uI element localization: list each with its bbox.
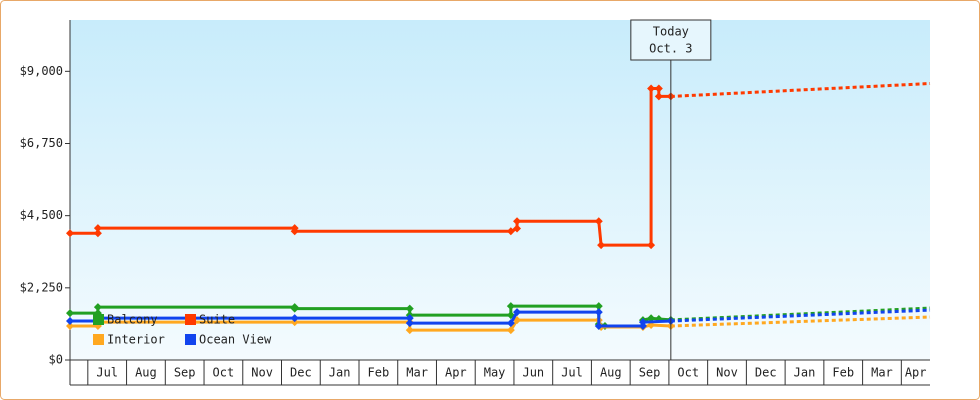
x-tick-label: Dec — [755, 366, 777, 380]
x-tick-label: Jun — [522, 366, 544, 380]
point-marker — [647, 84, 656, 93]
point-marker — [654, 92, 663, 101]
point-marker — [594, 302, 603, 311]
x-tick-label: Jul — [96, 366, 118, 380]
x-tick-label: Sep — [174, 366, 196, 380]
today-label: Oct. 3 — [649, 42, 692, 56]
point-marker — [594, 217, 603, 226]
point-marker — [506, 319, 515, 328]
point-marker — [405, 304, 414, 313]
point-marker — [506, 326, 515, 335]
point-marker — [513, 308, 522, 317]
forecast-line — [670, 315, 931, 328]
point-marker — [405, 326, 414, 335]
legend-swatch — [93, 334, 104, 345]
x-tick-label: Jan — [794, 366, 816, 380]
legend-swatch — [185, 314, 196, 325]
y-tick-label: $6,750 — [20, 136, 63, 150]
legend-label: Interior — [107, 333, 165, 347]
y-tick-label: $9,000 — [20, 64, 63, 78]
today-label: Today — [653, 25, 689, 39]
x-tick-label: Mar — [406, 366, 428, 380]
point-marker — [506, 227, 515, 236]
legend-swatch — [93, 314, 104, 325]
point-marker — [513, 217, 522, 226]
point-marker — [506, 302, 515, 311]
x-tick-label: Jan — [329, 366, 351, 380]
point-marker — [66, 322, 74, 330]
x-tick-label: Aug — [135, 366, 157, 380]
x-tick-label: Apr — [905, 366, 927, 380]
point-marker — [654, 84, 663, 93]
x-tick-label: Oct — [213, 366, 235, 380]
x-tick-label: Aug — [600, 366, 622, 380]
x-tick-label: Nov — [716, 366, 738, 380]
point-marker — [290, 227, 299, 236]
point-marker — [93, 229, 102, 238]
x-tick-label: Feb — [832, 366, 854, 380]
point-marker — [597, 241, 606, 250]
point-marker — [405, 314, 414, 323]
x-tick-label: Sep — [639, 366, 661, 380]
point-marker — [638, 318, 647, 327]
point-marker — [66, 229, 74, 238]
point-marker — [290, 318, 299, 327]
y-tick-label: $0 — [49, 353, 63, 367]
plot-area — [70, 20, 930, 360]
point-marker — [290, 314, 299, 323]
point-marker — [647, 241, 656, 250]
forecast-line — [670, 82, 931, 98]
y-tick-label: $2,250 — [20, 280, 63, 294]
x-tick-label: Apr — [445, 366, 467, 380]
x-tick-label: Jul — [561, 366, 583, 380]
x-tick-label: Dec — [290, 366, 312, 380]
point-marker — [93, 224, 102, 233]
forecast-line — [670, 308, 931, 323]
point-marker — [66, 309, 74, 318]
point-marker — [594, 308, 603, 317]
y-tick-label: $4,500 — [20, 208, 63, 222]
x-tick-label: Mar — [871, 366, 893, 380]
x-tick-label: Oct — [677, 366, 699, 380]
point-marker — [513, 224, 522, 233]
point-marker — [405, 319, 414, 328]
legend-label: Balcony — [107, 313, 158, 327]
x-tick-label: May — [484, 366, 506, 380]
point-marker — [290, 304, 299, 313]
point-marker — [93, 303, 102, 312]
x-tick-label: Nov — [251, 366, 273, 380]
legend-label: Ocean View — [199, 333, 272, 347]
point-marker — [506, 311, 515, 320]
x-tick-label: Feb — [368, 366, 390, 380]
point-marker — [594, 322, 603, 330]
point-marker — [66, 317, 74, 326]
legend-label: Suite — [199, 313, 235, 327]
today-box — [630, 19, 712, 61]
legend-swatch — [185, 334, 196, 345]
